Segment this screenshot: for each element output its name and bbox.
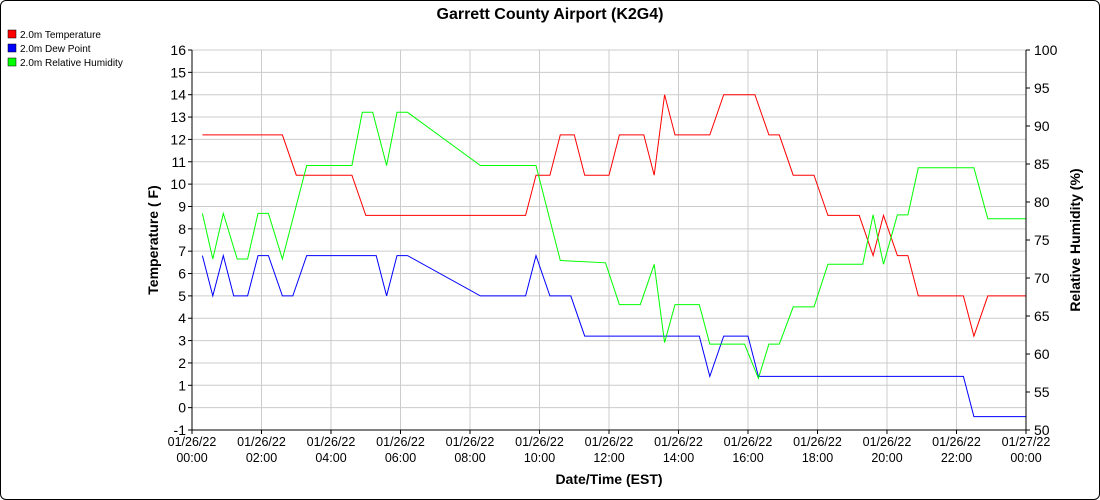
y-left-tick-label: 14 [170,87,186,103]
y-left-tick-label: 4 [178,310,186,326]
y-left-tick-label: 13 [170,109,186,125]
y-axis-left-title: Temperature ( F) [145,185,161,294]
legend: 2.0m Temperature 2.0m Dew Point 2.0m Relat… [7,29,123,69]
x-tick-time-label: 16:00 [732,451,763,465]
y-right-tick-label: 60 [1034,346,1050,362]
x-tick-date-label: 01/26/22 [168,435,217,449]
x-axis-title: Date/Time (EST) [555,471,662,487]
x-axis-ticks: 01/26/22 00:00 01/26/22 02:00 01/26/22 04:00 0… [168,430,1051,465]
y-axis-right-title: Relative Humidity (%) [1067,168,1083,311]
x-tick-date-label: 01/26/22 [724,435,773,449]
y-left-tick-label: 10 [170,176,186,192]
x-tick-date-label: 01/26/22 [793,435,842,449]
x-tick-time-label: 20:00 [871,451,902,465]
y-right-tick-label: 80 [1034,194,1050,210]
y-left-tick-label: 6 [178,266,186,282]
y-right-tick-label: 100 [1034,42,1058,58]
x-tick-date-label: 01/26/22 [307,435,356,449]
x-tick-date-label: 01/26/22 [237,435,286,449]
y-axis-right-ticks: 100 95 90 85 80 75 70 65 60 55 50 [1026,42,1058,438]
legend-label: 2.0m Dew Point [20,44,91,55]
x-tick-date-label: 01/26/22 [515,435,564,449]
x-tick-date-label: 01/26/22 [863,435,912,449]
legend-swatch [7,43,17,53]
x-tick-time-label: 06:00 [385,451,416,465]
y-left-tick-label: 3 [178,333,186,349]
y-left-tick-label: 2 [178,355,186,371]
chart-title: Garrett County Airport (K2G4) [437,6,664,23]
series-line-2-0m-temperature [202,94,1026,338]
x-tick-date-label: 01/26/22 [585,435,634,449]
x-tick-date-label: 01/26/22 [932,435,981,449]
y-left-tick-label: 12 [170,131,186,147]
legend-swatch [7,29,17,39]
x-tick-time-label: 12:00 [593,451,624,465]
x-tick-date-label: 01/27/22 [1002,435,1051,449]
y-left-tick-label: 15 [170,64,186,80]
y-left-tick-label: 11 [171,154,186,170]
y-right-tick-label: 85 [1034,156,1050,172]
series-line-2-0m-relative-humidity [201,111,1026,380]
y-right-tick-label: 50 [1034,422,1050,438]
x-tick-time-label: 08:00 [454,451,485,465]
x-tick-date-label: 01/26/22 [446,435,495,449]
legend-label: 2.0m Temperature [20,30,101,41]
y-right-tick-label: 90 [1034,118,1050,134]
y-left-tick-label: 0 [178,400,186,416]
x-tick-time-label: 14:00 [663,451,694,465]
x-tick-time-label: 18:00 [802,451,833,465]
y-left-tick-label: 9 [178,198,186,214]
y-right-tick-label: 65 [1034,308,1050,324]
y-right-tick-label: 75 [1034,232,1050,248]
y-left-tick-label: 16 [170,42,186,58]
x-tick-time-label: 00:00 [1010,451,1041,465]
legend-swatch [7,57,17,67]
y-left-tick-label: 5 [178,288,186,304]
y-right-tick-label: 95 [1034,80,1050,96]
y-right-tick-label: 70 [1034,270,1050,286]
y-left-tick-label: -1 [174,422,187,438]
x-tick-time-label: 02:00 [246,451,277,465]
series-layer [201,94,1026,418]
x-tick-date-label: 01/26/22 [654,435,703,449]
x-tick-time-label: 10:00 [524,451,555,465]
y-left-tick-label: 8 [178,221,186,237]
x-tick-time-label: 04:00 [315,451,346,465]
legend-label: 2.0m Relative Humidity [20,58,123,69]
y-left-tick-label: 7 [178,243,186,259]
y-left-tick-label: 1 [178,377,186,393]
x-tick-time-label: 00:00 [176,451,207,465]
x-tick-time-label: 22:00 [941,451,972,465]
series-line-2-0m-dew-point [201,253,1026,418]
y-right-tick-label: 55 [1034,384,1050,400]
x-tick-date-label: 01/26/22 [376,435,425,449]
